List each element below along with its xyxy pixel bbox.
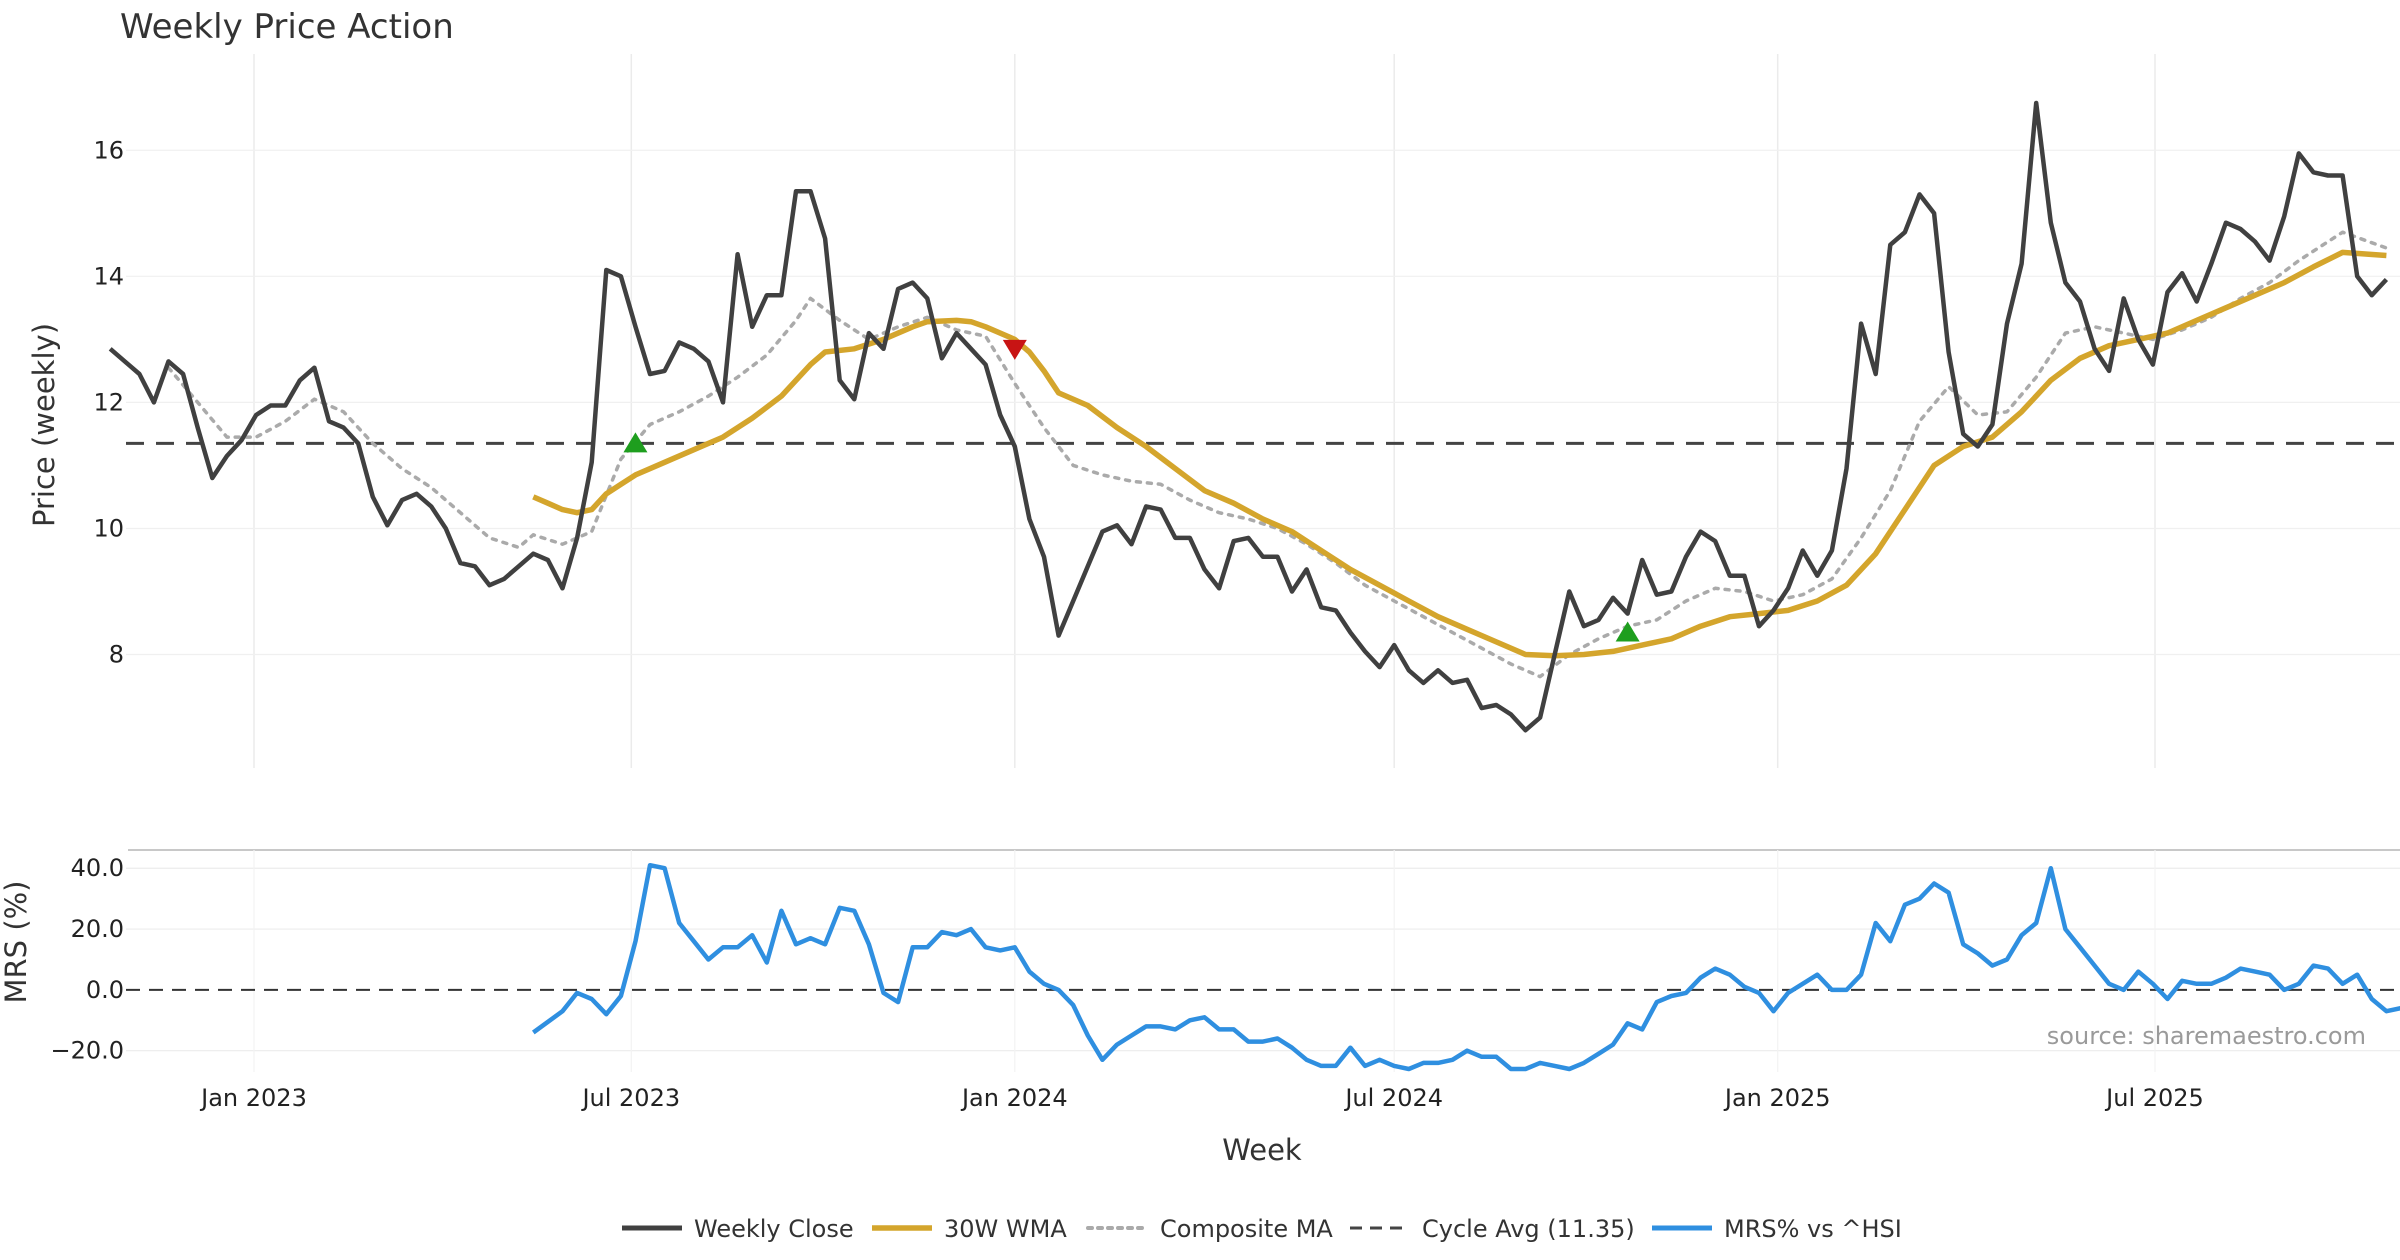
mrs-y-axis-label: MRS (%) [0,881,33,1004]
price-gridlines [126,54,2400,768]
x-tick-jan-2024: Jan 2024 [960,1084,1068,1112]
mrs-gridlines [126,850,2400,1072]
price-y-ticks: 8 10 12 14 16 [93,136,124,668]
x-axis-ticks: Jan 2023 Jul 2023 Jan 2024 Jul 2024 Jan 2025… [199,1084,2204,1112]
price-y-axis-label: Price (weekly) [27,323,61,527]
price-series-lines [108,100,2389,733]
series-weekly-close [108,100,2389,733]
legend: Weekly Close 30W WMA Composite MA Cycle Avg… [622,1215,1902,1243]
mrs-series-line [531,862,2400,1072]
legend-item-mrs-vs-hsi: MRS% vs ^HSI [1652,1215,1902,1243]
legend-label-cycle-avg-11-35: Cycle Avg (11.35) [1422,1215,1635,1243]
legend-label-mrs-vs-hsi: MRS% vs ^HSI [1724,1215,1902,1243]
price-y-tick-12: 12 [93,388,124,416]
legend-item-cycle-avg-11-35: Cycle Avg (11.35) [1350,1215,1635,1243]
legend-label-composite-ma: Composite MA [1160,1215,1333,1243]
x-tick-jan-2023: Jan 2023 [199,1084,307,1112]
legend-item-weekly-close: Weekly Close [622,1215,854,1243]
price-y-tick-8: 8 [109,641,124,669]
price-y-tick-14: 14 [93,262,124,290]
buy-signal-marker-3 [1615,621,1640,642]
buy-signal-marker-1 [623,432,648,453]
price-panel: 8 10 12 14 16 Price (weekly) [27,54,2400,768]
mrs-y-tick-40-0: 40.0 [71,854,124,882]
chart-title: Weekly Price Action [120,7,454,47]
mrs-panel: −20.0 0.0 20.0 40.0 MRS (%) source: sharema… [0,849,2400,1072]
x-tick-jul-2024: Jul 2024 [1343,1084,1443,1112]
legend-item-composite-ma: Composite MA [1086,1215,1333,1243]
series-mrs-vs-hsi [531,862,2400,1072]
mrs-y-ticks: −20.0 0.0 20.0 40.0 [50,854,124,1064]
series-30w-wma [532,249,2387,659]
legend-label-30w-wma: 30W WMA [944,1215,1067,1243]
price-y-tick-10: 10 [93,514,124,542]
legend-item-30w-wma: 30W WMA [872,1215,1067,1243]
series-composite-ma [166,230,2389,679]
legend-label-weekly-close: Weekly Close [694,1215,854,1243]
price-y-tick-16: 16 [93,136,124,164]
mrs-y-tick-20-0: 20.0 [71,915,124,943]
mrs-y-tick-0-0: 0.0 [86,976,124,1004]
signal-markers [623,339,1640,642]
x-tick-jul-2023: Jul 2023 [580,1084,680,1112]
x-tick-jan-2025: Jan 2025 [1723,1084,1831,1112]
source-credit: source: sharemaestro.com [2047,1022,2366,1050]
x-tick-jul-2025: Jul 2025 [2104,1084,2204,1112]
sell-signal-marker-2 [1002,339,1027,360]
mrs-y-tick-neg-20-0: −20.0 [50,1037,124,1065]
x-axis-label: Week [1222,1133,1302,1167]
